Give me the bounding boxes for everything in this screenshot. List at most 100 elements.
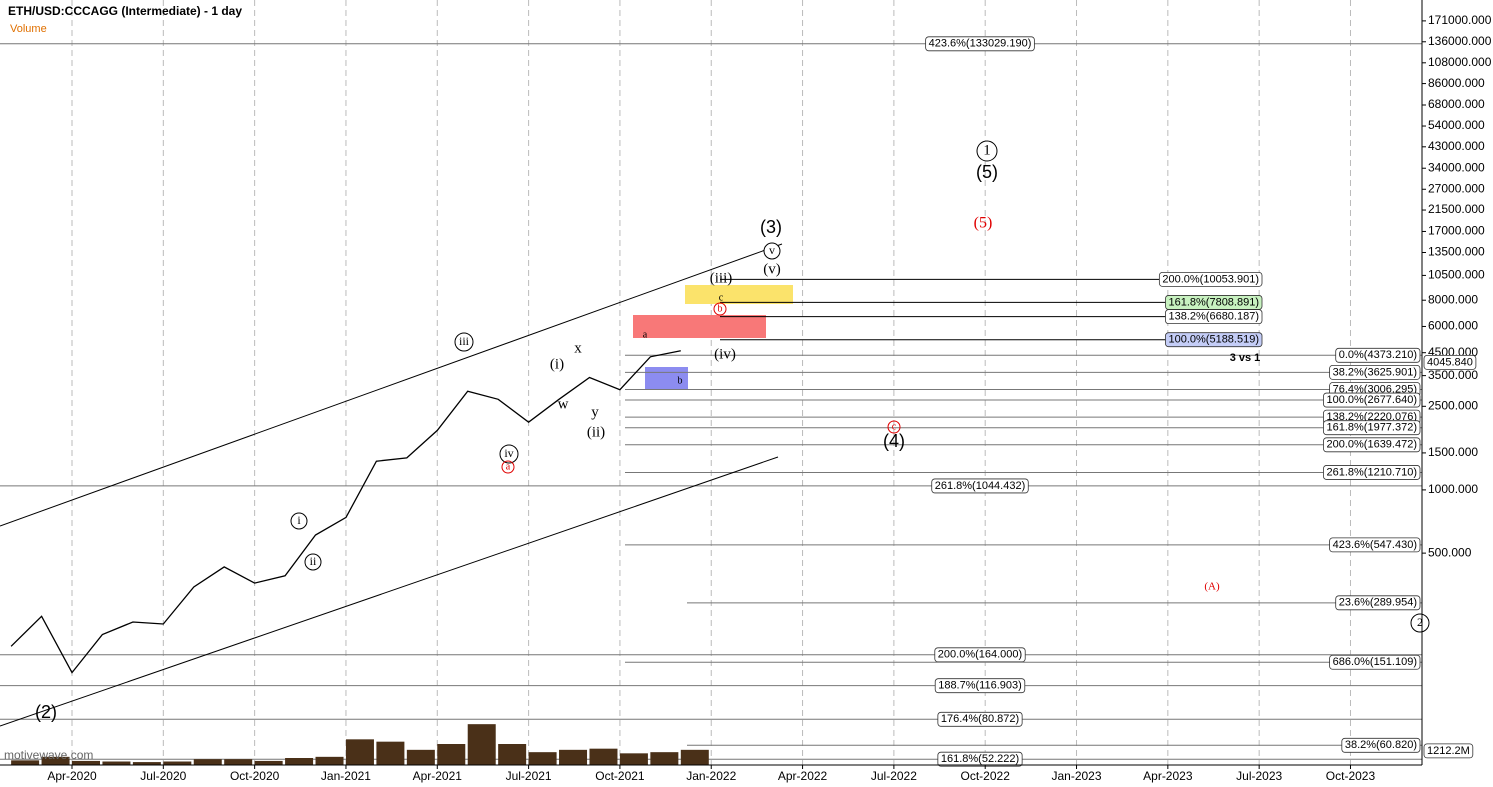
wave-label: (v) [763, 261, 781, 277]
wave-circle [976, 140, 998, 162]
volume-bar [406, 749, 435, 765]
wave-label: b [678, 375, 683, 386]
volume-bar [680, 749, 709, 765]
y-tick-label: 136000.000 [1428, 34, 1492, 48]
y-tick-label: 13500.000 [1428, 245, 1485, 259]
wave-label: v [769, 243, 775, 257]
wave-label: 3 vs 1 [1230, 352, 1261, 364]
volume-bar [102, 761, 131, 765]
fib-label-text: 38.2%(60.820) [1345, 739, 1417, 751]
fib-label-box [1335, 595, 1421, 611]
x-tick-label: Jul-2023 [1236, 769, 1282, 783]
fib-label: 38.2%(3625.901) [1329, 364, 1421, 380]
wave-label: c [892, 421, 897, 432]
fib-label-text: 161.8%(52.222) [941, 753, 1019, 765]
y-tick-label: 108000.000 [1428, 55, 1492, 69]
volume-bar [467, 724, 496, 765]
y-tick-label: 21500.000 [1428, 202, 1485, 216]
y-tick-label: 171000.000 [1428, 13, 1492, 27]
axes: Apr-2020 Jul-2020 Oct-2020 Jan-2021 Apr-2021… [47, 13, 1491, 783]
fib-label-text: 423.6%(133029.190) [929, 38, 1032, 50]
volume-bar [254, 760, 283, 765]
wave-label: iii [459, 334, 470, 348]
y2-tick-label-text: 1212.2M [1427, 745, 1470, 757]
fib-label: 138.2%(6680.187) [1165, 309, 1263, 325]
wave-label: y [591, 404, 599, 420]
volume-bar [559, 749, 588, 765]
y-tick-label: 43000.000 [1428, 139, 1485, 153]
wave-circle [763, 242, 781, 260]
fib-label-box [1323, 437, 1421, 453]
wave-circle [713, 302, 727, 316]
wave-label: (5) [974, 215, 993, 232]
fib-label-box [1329, 537, 1421, 553]
fib-label-text: 686.0%(151.109) [1333, 656, 1417, 668]
fib-label-box [1341, 737, 1421, 753]
fib-levels: 423.6%(133029.190) 261.8%(1044.432) 200.0%… [0, 36, 1422, 767]
wave-label: (A) [1204, 581, 1220, 593]
chart-title: ETH/USD:CCCAGG (Intermediate) - 1 day [8, 4, 242, 18]
fib-label: 188.7%(116.903) [934, 678, 1026, 694]
fib-label: 200.0%(164.000) [934, 647, 1026, 663]
fib-label-text: 76.4%(3006.295) [1333, 383, 1417, 395]
volume-bar [11, 760, 40, 765]
fib-label: 200.0%(1639.472) [1323, 437, 1421, 453]
y-tick-label: 86000.000 [1428, 76, 1485, 90]
wave-label: ii [310, 554, 317, 568]
price-plot [10, 350, 709, 765]
volume-bar [41, 756, 70, 765]
x-tick-label: Oct-2022 [961, 769, 1011, 783]
y-tick-label: 17000.000 [1428, 224, 1485, 238]
fib-label-text: 161.8%(7808.891) [1168, 296, 1259, 308]
volume-bar [345, 739, 374, 765]
fib-label: 261.8%(1210.710) [1323, 465, 1421, 480]
wave-circle [454, 332, 474, 352]
volume-bar [528, 752, 557, 765]
x-tick-label: Jan-2022 [686, 769, 736, 783]
volume-bar [589, 748, 618, 765]
fib-label-text: 200.0%(1639.472) [1326, 439, 1417, 451]
fib-label-text: 138.2%(6680.187) [1168, 311, 1259, 323]
wave-label: (4) [883, 431, 905, 451]
x-tick-label: Oct-2023 [1326, 769, 1376, 783]
wave-label: (2) [35, 702, 57, 722]
fib-label: 176.4%(80.872) [937, 711, 1023, 727]
x-tick-label: Apr-2021 [413, 769, 463, 783]
wave-label: b [718, 303, 723, 314]
volume-bar [285, 758, 314, 765]
x-tick-label: Apr-2020 [47, 769, 97, 783]
fib-label: 38.2%(60.820) [1341, 737, 1421, 753]
fib-label: 423.6%(133029.190) [925, 36, 1035, 52]
fib-label-box [1165, 309, 1263, 325]
volume-bar [163, 761, 192, 765]
fib-label-text: 176.4%(80.872) [941, 713, 1019, 725]
fib-label-box [1335, 347, 1421, 363]
wave-circle [304, 553, 322, 571]
fib-label-text: 161.8%(1977.372) [1326, 422, 1417, 434]
fib-label-text: 138.2%(2220.076) [1326, 411, 1417, 423]
x-tick-label: Oct-2020 [230, 769, 280, 783]
fib-label-text: 200.0%(10053.901) [1162, 273, 1259, 285]
x-tick-label: Apr-2023 [1143, 769, 1193, 783]
wave-label: i [297, 513, 301, 527]
x-tick-label: Apr-2022 [778, 769, 828, 783]
wave-labels: (3) v (v) (iii) c b a (iv) b iii (i) x w… [35, 140, 1430, 722]
last-price-box [1423, 355, 1477, 370]
watermark: motivewave.com [4, 748, 93, 762]
fib-label-text: 100.0%(2677.640) [1326, 394, 1417, 406]
fib-label-text: 0.0%(4373.210) [1339, 349, 1417, 361]
fib-label-box [1323, 420, 1421, 436]
fib-label: 161.8%(1977.372) [1323, 420, 1421, 436]
volume-bar [650, 752, 679, 765]
wave-circle [501, 460, 515, 474]
fib-label: 100.0%(5188.519) [1165, 332, 1263, 348]
fib-label: 200.0%(10053.901) [1158, 271, 1263, 287]
x-tick-label: Jul-2020 [140, 769, 186, 783]
fib-label: 23.6%(289.954) [1335, 595, 1421, 611]
fib-label-text: 100.0%(5188.519) [1168, 334, 1259, 346]
channel-lower [0, 456, 779, 727]
y2-tick-label-box [1423, 743, 1474, 759]
last-price-text: 4045.840 [1427, 356, 1473, 368]
fib-label: 161.8%(52.222) [937, 751, 1023, 767]
